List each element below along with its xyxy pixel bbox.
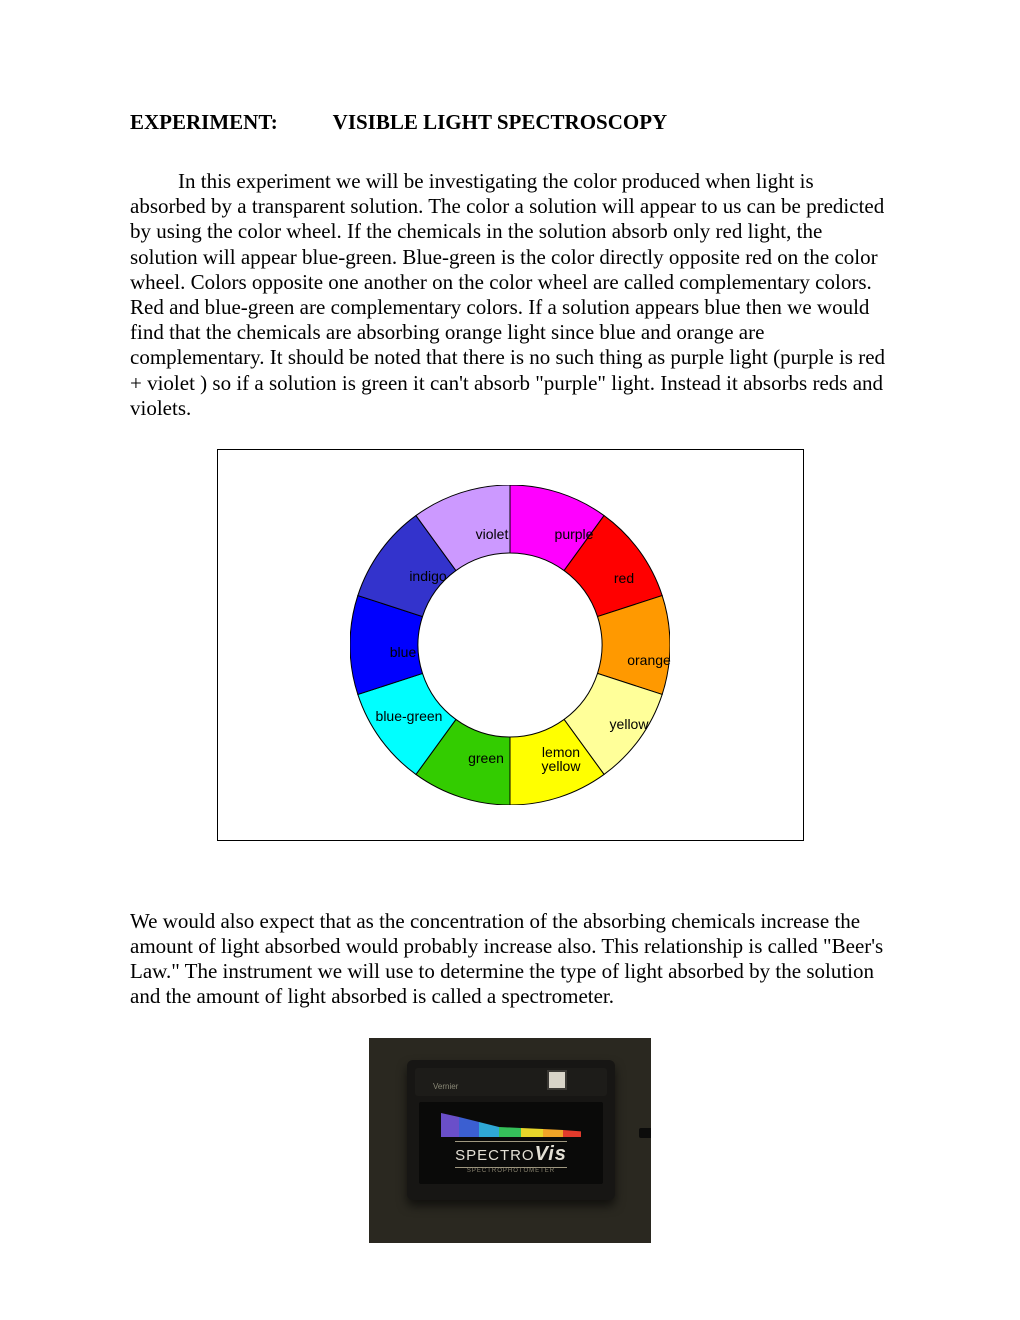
device-subtitle: SPECTROPHOTOMETER [467,1168,555,1174]
spectrum-band [441,1113,459,1137]
spectrum-band [563,1130,581,1137]
device-brand: Vernier [433,1082,458,1091]
spectrum-band [499,1127,521,1137]
spectrometer-photo: Vernier SPECTROVis SPECTROPHOTOMETER [369,1038,651,1243]
color-wheel: purpleredorangeyellowlemon yellowgreenbl… [350,485,670,805]
wheel-label-violet: violet [464,527,520,541]
wheel-label-yellow: yellow [600,717,658,731]
wheel-label-orange: orange [620,653,678,667]
spectrum-band [543,1129,563,1137]
device-name-suffix: Vis [535,1143,567,1165]
wheel-label-blue-green: blue-green [366,709,452,723]
document-page: EXPERIMENT: VISIBLE LIGHT SPECTROSCOPY I… [0,0,1020,1303]
cuvette-slot-icon [547,1070,567,1090]
beers-law-paragraph: We would also expect that as the concent… [130,909,890,1010]
heading: EXPERIMENT: VISIBLE LIGHT SPECTROSCOPY [130,110,890,135]
spectrum-band [479,1122,499,1137]
device-label-panel: SPECTROVis SPECTROPHOTOMETER [419,1102,603,1184]
wheel-label-green: green [456,751,516,765]
intro-paragraph: In this experiment we will be investigat… [130,169,890,421]
color-wheel-figure: purple red orange yellow lemon yellow green bl… [217,449,804,841]
device-body: Vernier SPECTROVis SPECTROPHOTOMETER [407,1060,615,1200]
wheel-label-lemon-yellow: lemon yellow [526,745,596,773]
spectrum-band [521,1128,543,1137]
device-cable-icon [639,1128,651,1138]
wheel-label-blue: blue [380,645,426,659]
wheel-label-indigo: indigo [398,569,458,583]
device-name: SPECTROVis [455,1141,567,1168]
heading-label: EXPERIMENT: [130,110,278,135]
device-name-prefix: SPECTRO [455,1147,535,1164]
heading-title: VISIBLE LIGHT SPECTROSCOPY [333,110,668,134]
spectrum-band [459,1117,479,1137]
wheel-label-purple: purple [544,527,604,541]
wheel-label-red: red [604,571,644,585]
spectrum-icon [441,1111,581,1137]
device-top-panel: Vernier [415,1068,607,1096]
